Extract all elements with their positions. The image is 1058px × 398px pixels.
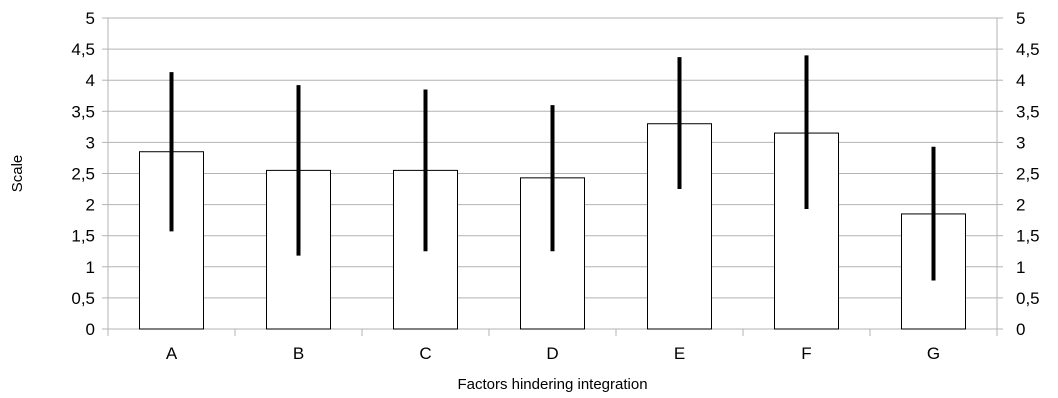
- y-tick-label-left: 2: [86, 196, 95, 215]
- x-tick-label-D: D: [546, 344, 558, 363]
- y-tick-label-right: 0,5: [1016, 289, 1040, 308]
- y-tick-label-right: 0: [1016, 320, 1025, 339]
- labels-layer: 0 0 0,5 0,5 1 1 1,5 1,5 2 2 2,5 2,5 3 3 3,5 3,5 4 4 4,5 4,5…: [71, 9, 1039, 363]
- y-tick-label-left: 2,5: [71, 165, 95, 184]
- y-tick-label-right: 1: [1016, 258, 1025, 277]
- y-tick-label-left: 3,5: [71, 102, 95, 121]
- x-tick-label-A: A: [166, 344, 178, 363]
- y-tick-label-right: 3: [1016, 133, 1025, 152]
- x-tick-label-E: E: [674, 344, 685, 363]
- x-tick-label-C: C: [419, 344, 431, 363]
- y-tick-label-left: 0,5: [71, 289, 95, 308]
- x-tick-label-G: G: [927, 344, 940, 363]
- y-tick-label-right: 3,5: [1016, 102, 1040, 121]
- y-axis-title: Scale: [9, 155, 26, 193]
- y-tick-label-left: 5: [86, 9, 95, 28]
- x-tick-label-B: B: [293, 344, 304, 363]
- error-bars-layer: [169, 55, 936, 281]
- y-tick-label-left: 3: [86, 133, 95, 152]
- y-tick-label-right: 2: [1016, 196, 1025, 215]
- y-tick-label-left: 4: [86, 71, 95, 90]
- y-tick-label-right: 4: [1016, 71, 1025, 90]
- y-tick-label-right: 2,5: [1016, 165, 1040, 184]
- x-tick-label-F: F: [801, 344, 811, 363]
- x-axis-title: Factors hindering integration: [457, 376, 647, 393]
- y-tick-label-left: 0: [86, 320, 95, 339]
- y-tick-label-left: 4,5: [71, 40, 95, 59]
- y-tick-label-right: 1,5: [1016, 227, 1040, 246]
- y-tick-label-right: 4,5: [1016, 40, 1040, 59]
- y-tick-label-left: 1,5: [71, 227, 95, 246]
- y-tick-label-right: 5: [1016, 9, 1025, 28]
- y-tick-label-left: 1: [86, 258, 95, 277]
